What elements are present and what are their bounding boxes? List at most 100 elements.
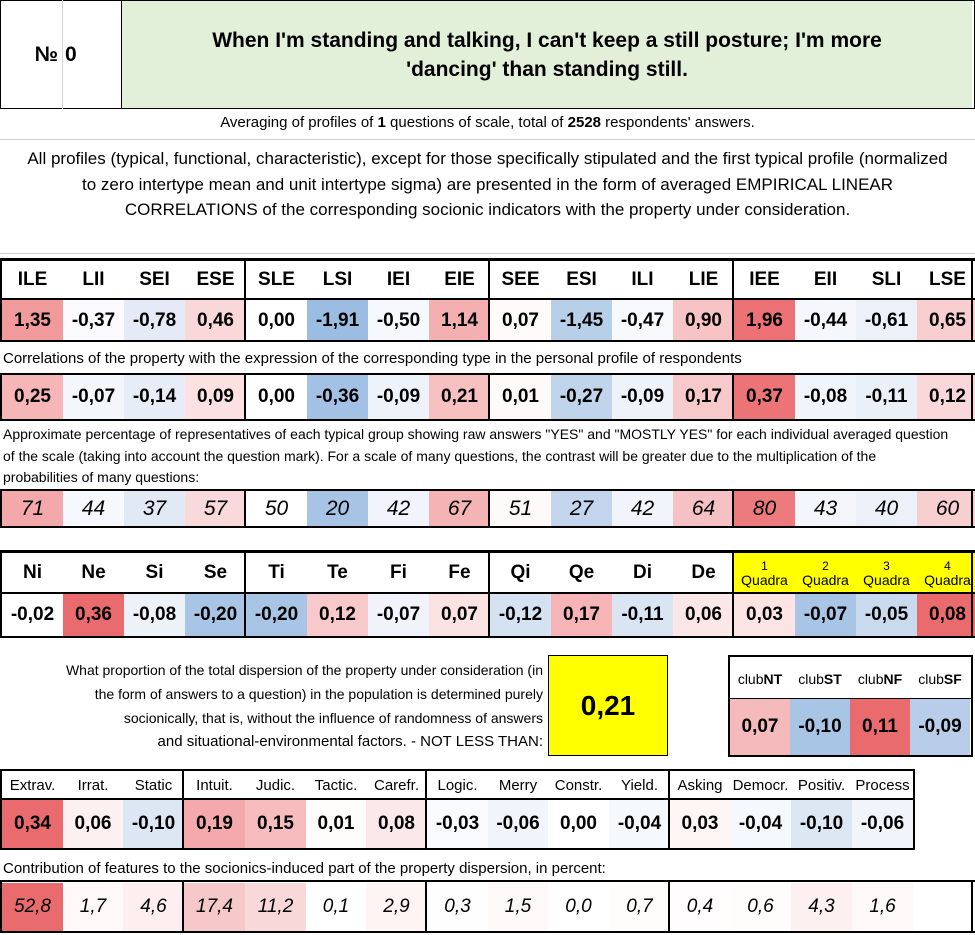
percentage-value: 64 [673, 491, 734, 527]
correlation-value: -0,36 [307, 375, 368, 419]
feature-header: Intuit. [196, 776, 233, 794]
grid-line [488, 258, 490, 342]
correlation-value: 0,17 [673, 375, 734, 419]
quadra-label: Quadra [863, 571, 910, 588]
percentages-caption: Approximate percentage of representative… [3, 426, 949, 485]
type-value: 0,46 [185, 300, 246, 341]
feature-value: -0,10 [791, 800, 852, 848]
function-header: Ne [81, 561, 106, 583]
contribution-value: 4,6 [123, 883, 184, 931]
averaging-line: Averaging of profiles of 1 questions of … [220, 114, 755, 131]
grid-line [668, 769, 670, 850]
grid-line [728, 698, 973, 699]
club-prefix: club [857, 671, 884, 687]
grid-line [0, 373, 975, 375]
grid-line [732, 550, 734, 638]
club-prefix: club [798, 671, 824, 687]
quadra-value: -0,07 [795, 594, 856, 636]
club-prefix: club [737, 671, 764, 687]
percentage-value: 67 [429, 491, 490, 527]
function-value: -0,12 [490, 594, 551, 636]
grid-line [0, 769, 914, 771]
quadra-label: Quadra [741, 571, 788, 588]
club-suffix: SF [943, 671, 962, 687]
feature-header: Static [134, 776, 173, 794]
function-value: 0,07 [429, 594, 490, 636]
type-value: -0,44 [795, 300, 856, 341]
correlation-value: -0,27 [551, 375, 612, 419]
grid-line [971, 550, 973, 638]
type-header: LIE [688, 269, 719, 290]
contribution-caption: Contribution of features to the socionic… [3, 860, 606, 877]
function-value: 0,36 [63, 594, 124, 636]
club-value: -0,10 [790, 699, 850, 755]
type-header: LSI [322, 269, 353, 290]
grid-line [971, 489, 973, 528]
correlation-value: -0,11 [856, 375, 917, 419]
feature-header: Irrat. [77, 776, 109, 794]
percentage-value: 42 [368, 491, 429, 527]
percentage-value: 44 [63, 491, 124, 527]
grid-line [0, 880, 2, 933]
quadra-value: -0,05 [856, 594, 917, 636]
feature-header: Democr. [732, 776, 789, 794]
type-value: 1,14 [429, 300, 490, 341]
type-header: EII [813, 269, 838, 290]
function-value: -0,20 [185, 594, 246, 636]
grid-line [0, 550, 2, 638]
function-header: Se [203, 561, 228, 583]
club-header: club NF [850, 660, 910, 698]
grid-line [0, 258, 2, 342]
feature-value: 0,08 [366, 800, 427, 848]
grid-line [244, 550, 246, 638]
grid-line [732, 489, 734, 528]
feature-value: -0,03 [427, 800, 488, 848]
grid-line [913, 769, 915, 850]
contribution-value: 0,0 [548, 883, 609, 931]
correlation-value: 0,09 [185, 375, 246, 419]
grid-line [0, 550, 975, 553]
percentage-value: 37 [124, 491, 185, 527]
contribution-value: 17,4 [184, 883, 245, 931]
grid-line [244, 373, 246, 421]
quadra-label: Quadra [802, 571, 849, 588]
correlation-value: -0,09 [612, 375, 673, 419]
feature-value: 0,03 [670, 800, 730, 848]
dispersion-text: What proportion of the total dispersion … [65, 662, 543, 750]
club-value: -0,09 [910, 699, 970, 755]
feature-header: Positiv. [797, 776, 846, 794]
number-label: № [34, 42, 58, 66]
grid-line [668, 880, 670, 933]
grid-line [0, 526, 975, 528]
quadra-value: 0,03 [734, 594, 795, 636]
club-header: club SF [910, 660, 970, 698]
feature-value: 0,19 [184, 800, 245, 848]
grid-line [0, 769, 2, 850]
feature-header: Asking [677, 776, 723, 794]
type-value: -1,91 [307, 300, 368, 341]
grid-line [488, 489, 490, 528]
function-header: Qe [568, 561, 595, 583]
grid-line [425, 769, 427, 850]
correlation-value: 0,37 [734, 375, 795, 419]
correlation-value: -0,09 [368, 375, 429, 419]
function-value: 0,17 [551, 594, 612, 636]
percentage-value: 57 [185, 491, 246, 527]
type-value: 1,35 [2, 300, 63, 341]
percentage-value: 20 [307, 491, 368, 527]
feature-value: -0,10 [123, 800, 184, 848]
function-header: Ti [268, 561, 285, 583]
question-title: When I'm standing and talking, I can't k… [122, 1, 972, 108]
grid-line [971, 258, 973, 342]
quadra-header: 4 Quadra [917, 553, 975, 592]
grid-line [0, 373, 2, 421]
percentage-value: 42 [612, 491, 673, 527]
club-header: club ST [790, 660, 850, 698]
type-header: SEE [501, 269, 540, 290]
feature-value: -0,04 [609, 800, 670, 848]
correlation-value: -0,07 [63, 375, 124, 419]
quadra-number: 3 [883, 558, 890, 573]
feature-value: 0,34 [2, 800, 63, 848]
type-header: IEI [386, 269, 411, 290]
grid-line [0, 298, 975, 300]
